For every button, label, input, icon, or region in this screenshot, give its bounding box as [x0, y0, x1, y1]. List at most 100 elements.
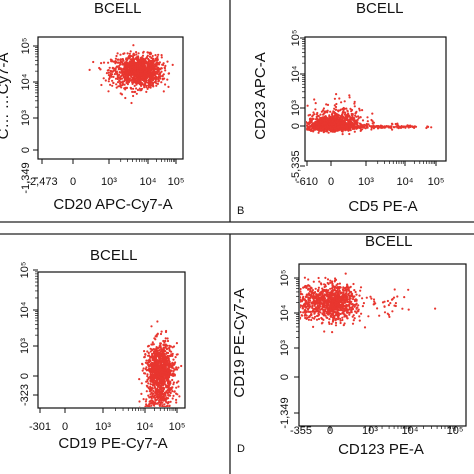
- event-dot-0-0-1030: [119, 71, 122, 74]
- event-dot-1-1-299: [328, 120, 331, 123]
- event-dot-2-0-1154: [161, 353, 164, 356]
- event-dot-3-0-638: [333, 289, 336, 292]
- event-dot-0-0-1017: [141, 57, 144, 60]
- event-dot-2-0-907: [168, 382, 171, 385]
- event-dot-1-1-219: [340, 115, 343, 118]
- event-dot-0-0-726: [150, 81, 153, 84]
- event-dot-1-0-1016: [306, 126, 309, 130]
- event-dots: [138, 320, 183, 455]
- event-dot-2-0-851: [148, 360, 151, 364]
- event-dot-2-0-1282: [167, 363, 170, 366]
- event-dot-0-0-380: [135, 53, 138, 56]
- event-dot-0-0-1051: [131, 82, 134, 85]
- event-dot-3-0-201: [314, 315, 317, 318]
- event-dot-0-0-796: [162, 62, 165, 65]
- event-dot-2-0-1149: [149, 355, 152, 358]
- event-dot-0-0-1031: [114, 57, 117, 60]
- event-dot-0-0-795: [121, 81, 124, 84]
- event-dot-2-0-261: [157, 420, 159, 422]
- event-dot-0-0-1086: [166, 78, 169, 81]
- event-dot-3-0-446: [280, 288, 282, 290]
- event-dot-2-0-24: [162, 453, 164, 455]
- event-dot-1-2-131: [406, 124, 409, 127]
- event-dot-2-0-1279: [161, 381, 164, 384]
- event-dot-0-0-1074: [126, 61, 129, 65]
- event-dot-3-0-441: [265, 301, 267, 303]
- event-dot-3-0-710: [340, 300, 343, 304]
- event-dot-2-0-944: [143, 355, 146, 359]
- event-dot-1-1-266: [345, 114, 348, 117]
- plot-frame: [37, 271, 186, 409]
- event-dot-3-0-288: [323, 306, 326, 309]
- event-dot-0-0-1087: [157, 76, 160, 79]
- event-dot-1-1-228: [334, 124, 337, 127]
- event-dot-0-0-1165: [140, 87, 144, 90]
- x-tick-label: -301: [29, 421, 51, 433]
- event-dot-1-0-1054: [309, 117, 312, 120]
- event-dot-0-0-1118: [148, 77, 151, 80]
- event-dot-1-2-156: [388, 126, 391, 129]
- event-dot-2-0-1272: [158, 352, 161, 355]
- event-dot-2-0-1185: [175, 381, 178, 384]
- event-dot-1-0-760: [306, 121, 308, 124]
- event-dot-2-0-1188: [159, 417, 161, 419]
- event-dot-3-0-672: [350, 292, 354, 295]
- event-dot-3-0-117: [354, 290, 357, 294]
- event-dot-2-0-470: [156, 422, 158, 424]
- event-dot-2-0-1265: [157, 366, 160, 369]
- event-dot-3-0-536: [258, 294, 260, 296]
- event-dot-1-0-911: [306, 104, 309, 107]
- x-axis-label: CD19 PE-Cy7-A: [58, 435, 167, 452]
- event-dot-1-0-1077: [309, 125, 312, 128]
- event-dot-1-1-273: [344, 115, 347, 118]
- event-dot-2-0-1105: [157, 395, 160, 398]
- event-dot-3-0-682: [316, 314, 319, 318]
- event-dot-2-0-38: [161, 412, 163, 414]
- event-dot-0-0-1196: [141, 59, 144, 62]
- event-dot-2-0-1100: [151, 373, 154, 376]
- chart-title: BCELL: [90, 247, 138, 264]
- event-dot-2-0-1143: [156, 388, 159, 391]
- event-dot-3-0-659: [342, 291, 345, 294]
- event-dot-2-0-1273: [174, 368, 177, 371]
- event-dot-3-0-703: [324, 276, 327, 279]
- event-dot-1-1-267: [321, 127, 325, 130]
- event-dot-2-0-1080: [165, 386, 168, 389]
- event-dot-3-0-198: [345, 290, 348, 293]
- event-dot-3-0-519: [306, 284, 309, 287]
- event-dot-0-0-1174: [136, 75, 139, 78]
- event-dot-0-0-436: [142, 50, 145, 53]
- event-dot-2-0-1275: [156, 369, 159, 372]
- event-dot-1-1-249: [343, 107, 346, 110]
- y-tick-label: 10⁴: [20, 73, 32, 90]
- event-dot-3-0-192: [323, 330, 326, 333]
- event-dot-2-0-1226: [152, 356, 155, 359]
- event-dot-2-0-500: [166, 337, 169, 340]
- event-dot-0-0-175: [92, 60, 95, 64]
- event-dot-0-0-1171: [156, 71, 159, 75]
- event-dot-2-0-1287: [152, 395, 155, 399]
- event-dot-1-1-260: [351, 113, 354, 116]
- event-dot-1-1-281: [360, 128, 363, 132]
- event-dot-2-0-710: [171, 390, 174, 393]
- event-dot-2-0-1197: [165, 362, 168, 365]
- event-dot-3-0-285: [290, 293, 292, 295]
- event-dot-2-0-1048: [151, 383, 154, 386]
- event-dot-0-0-786: [158, 61, 161, 64]
- event-dot-3-0-222: [323, 285, 326, 289]
- event-dot-1-1-52: [370, 128, 373, 131]
- event-dot-3-0-406: [337, 312, 341, 315]
- event-dot-0-0-1186: [160, 67, 163, 70]
- event-dot-3-0-53: [339, 321, 342, 325]
- event-dot-0-0-1175: [131, 66, 134, 69]
- event-dot-2-0-941: [153, 351, 156, 355]
- event-dot-2-0-1182: [159, 359, 162, 362]
- event-dot-3-0-76: [317, 276, 320, 280]
- event-dot-2-0-1078: [162, 346, 165, 349]
- event-dot-3-0-83: [355, 311, 358, 314]
- event-dot-2-0-1126: [162, 417, 164, 419]
- event-dot-3-0-473: [300, 293, 302, 296]
- event-dot-1-1-201: [334, 105, 338, 109]
- event-dot-2-0-705: [168, 404, 171, 407]
- event-dot-0-0-920: [121, 61, 124, 64]
